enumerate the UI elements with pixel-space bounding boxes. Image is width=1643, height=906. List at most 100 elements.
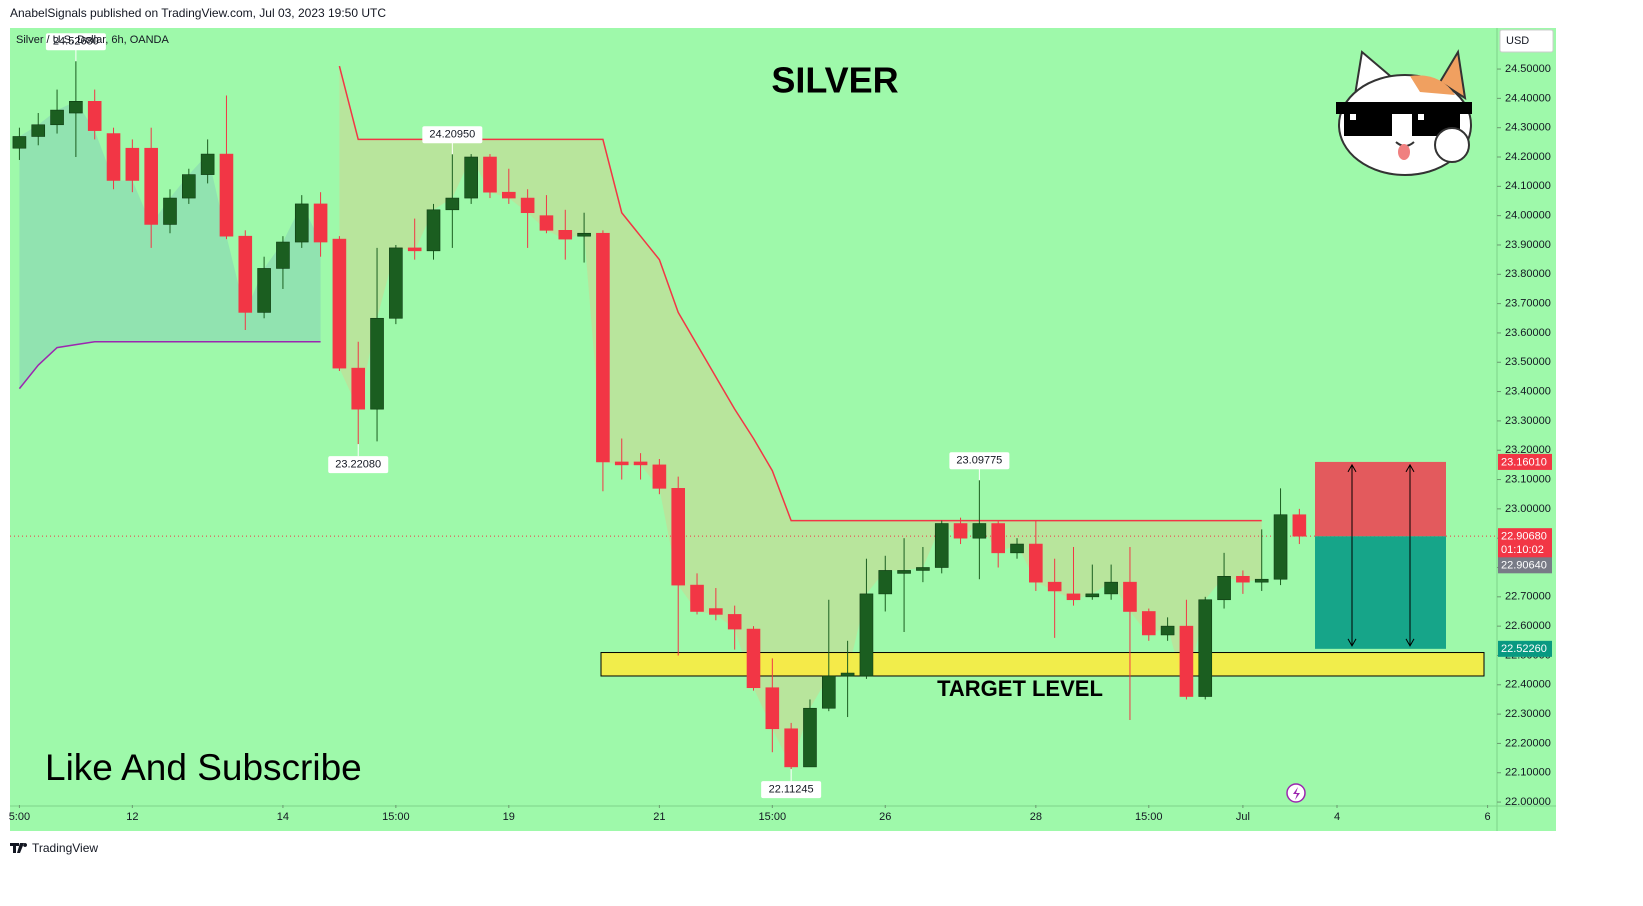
x-tick-label: Jul [1236, 811, 1250, 823]
candle-body [709, 608, 723, 615]
candle-body [1085, 593, 1100, 598]
alert-bolt[interactable] [1293, 787, 1300, 800]
price-tag-label: 23.16010 [1501, 456, 1547, 468]
candle-body [50, 109, 64, 126]
x-tick-label: 19 [503, 811, 515, 823]
candle-body [878, 570, 893, 595]
x-tick-label: 26 [879, 811, 891, 823]
candle-body [821, 675, 836, 709]
candle-body [31, 124, 46, 137]
currency-label[interactable]: USD [1506, 35, 1529, 47]
footer-brand: TradingView [32, 841, 98, 855]
x-tick-label: 15:00 [759, 811, 787, 823]
price-tag [1498, 453, 1552, 470]
candle-body [916, 567, 930, 571]
symbol-info: Silver / U.S. Dollar, 6h, OANDA [16, 34, 169, 46]
y-tick-label: 24.30000 [1505, 122, 1551, 134]
candle-body [840, 672, 855, 677]
candle-body [596, 232, 610, 463]
y-tick-label: 22.20000 [1505, 737, 1551, 749]
y-tick-label: 23.90000 [1505, 239, 1551, 251]
annotation-box [949, 452, 1010, 470]
candle-body [558, 230, 573, 240]
annotation-box [45, 33, 106, 51]
candle-body [972, 523, 987, 539]
candle-body [182, 174, 196, 199]
y-tick-label: 23.60000 [1505, 327, 1551, 339]
candle-body [1254, 578, 1269, 583]
x-tick-label: 15:00 [1135, 811, 1163, 823]
x-tick-label: 5:00 [9, 811, 30, 823]
cat-sticker [1336, 49, 1472, 176]
candle-body [1066, 593, 1081, 601]
footer-logo [10, 843, 28, 853]
candle-body [1273, 514, 1288, 580]
candle-body [407, 247, 422, 252]
arrow-head [1347, 463, 1357, 647]
candle-body [784, 728, 798, 768]
y-tick-label: 23.30000 [1505, 415, 1551, 427]
candle-body [502, 191, 516, 199]
candle-body [69, 101, 83, 114]
y-tick-label: 22.60000 [1505, 620, 1551, 632]
candle-body [614, 461, 629, 466]
candle-body [257, 268, 271, 313]
candle-body [200, 153, 215, 175]
countdown: 01:10:02 [1501, 544, 1544, 556]
annotation-label: 24.52680 [53, 36, 99, 48]
y-tick-label: 22.00000 [1505, 796, 1551, 808]
candle-body [1141, 611, 1156, 636]
candle-body [1160, 625, 1175, 636]
y-tick-label: 22.70000 [1505, 591, 1551, 603]
candle-body [1029, 543, 1043, 583]
candle-body [859, 593, 874, 677]
price-tag [1498, 557, 1552, 574]
price-tag-label: 22.90680 [1501, 531, 1547, 543]
target-label: TARGET LEVEL [937, 676, 1103, 701]
candle-body [464, 156, 478, 199]
annotation-label: 22.11245 [769, 784, 814, 796]
candle-body [953, 523, 968, 539]
candle-body [106, 133, 121, 181]
target-zone [600, 652, 1485, 677]
candle-body [332, 238, 347, 369]
annotation-label: 23.22080 [335, 459, 381, 471]
candle-body [1123, 581, 1137, 612]
candle-body [219, 153, 234, 237]
annotation-box [761, 781, 822, 799]
y-tick-label: 24.40000 [1505, 92, 1551, 104]
candle-body [803, 707, 817, 768]
currency-box[interactable] [1499, 29, 1554, 53]
candle-body [12, 136, 27, 149]
candle-body [1292, 514, 1307, 537]
candle-body [163, 197, 177, 225]
candle-body [1217, 575, 1231, 601]
y-tick-label: 22.30000 [1505, 708, 1551, 720]
candle-body [1179, 625, 1194, 697]
x-tick-label: 12 [126, 811, 138, 823]
trend-line [338, 65, 1262, 522]
y-tick-label: 23.10000 [1505, 473, 1551, 485]
candle-body [1047, 581, 1062, 592]
candle-body [652, 464, 667, 489]
candle-body [671, 488, 686, 586]
candle-body [144, 147, 158, 225]
x-tick-label: 14 [277, 811, 289, 823]
candle-body [746, 628, 761, 689]
candle-body [520, 197, 535, 214]
x-tick-label: 28 [1030, 811, 1042, 823]
candle-body [690, 584, 704, 612]
candle-body [389, 247, 403, 319]
candle-body [238, 235, 253, 313]
annotation-box [328, 456, 389, 474]
candle-body [125, 147, 140, 181]
candle-body [633, 461, 648, 466]
annotation-label: 23.09775 [956, 455, 1002, 467]
candle-body [1198, 599, 1213, 697]
y-tick-label: 23.70000 [1505, 298, 1551, 310]
y-tick-label: 24.00000 [1505, 210, 1551, 222]
price-tag [1498, 528, 1552, 559]
x-tick-label: 4 [1334, 811, 1340, 823]
